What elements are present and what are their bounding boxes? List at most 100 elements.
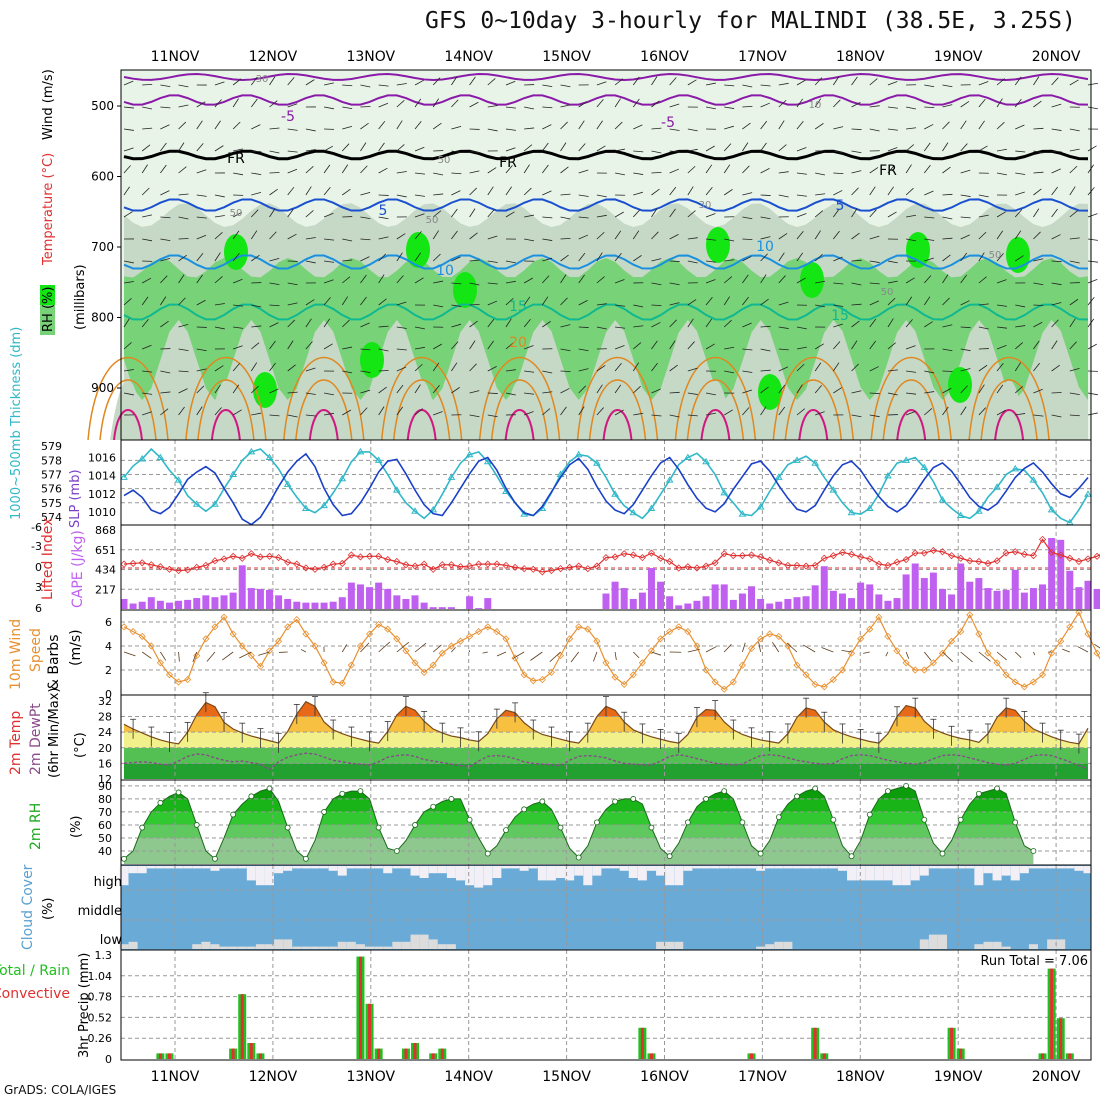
wind-barb bbox=[851, 76, 858, 86]
cape-bar bbox=[811, 585, 819, 609]
wind-barb bbox=[942, 104, 953, 108]
thickness-line-marker bbox=[829, 486, 838, 493]
wind-barb bbox=[960, 169, 971, 174]
lifted-index-marker bbox=[193, 563, 201, 571]
wind-barb bbox=[942, 193, 953, 196]
wind-barb bbox=[123, 128, 134, 131]
rh-band bbox=[124, 824, 1034, 838]
wind-barb bbox=[960, 274, 967, 284]
wind-barb bbox=[378, 253, 387, 262]
wind-speed-marker bbox=[302, 630, 310, 638]
wind-barb bbox=[214, 99, 222, 108]
thickness-line-marker bbox=[993, 483, 1001, 490]
wind-tick-label: 2 bbox=[105, 664, 112, 677]
wind-barb-10m bbox=[378, 641, 391, 653]
cape-bar bbox=[284, 598, 292, 609]
wind-speed-marker bbox=[147, 642, 155, 650]
lifted-index-marker bbox=[957, 554, 965, 562]
wind-barb bbox=[1051, 168, 1061, 174]
wind-barb bbox=[1069, 165, 1078, 174]
cloud-high-bar bbox=[465, 866, 475, 886]
lifted-index-marker bbox=[220, 555, 228, 563]
wind-barb bbox=[687, 210, 696, 218]
li-tick-label: 3 bbox=[35, 581, 42, 594]
wind-barb bbox=[724, 370, 735, 374]
lifted-index-marker bbox=[547, 567, 555, 575]
cloud-high-bar bbox=[747, 866, 757, 869]
wind-barb bbox=[760, 406, 767, 416]
wind-speed-marker bbox=[693, 642, 701, 650]
wind-barb bbox=[906, 392, 917, 395]
cloud-high-bar bbox=[355, 866, 365, 869]
wind-barb bbox=[815, 304, 826, 308]
wind-barb-10m bbox=[570, 651, 580, 663]
wind-barb bbox=[651, 340, 658, 350]
cape-bar bbox=[848, 598, 856, 609]
rh-blob-90 bbox=[948, 367, 972, 403]
wind-barb bbox=[178, 370, 189, 373]
temp-tick-label: 16 bbox=[98, 757, 112, 770]
wind-barb bbox=[778, 194, 789, 198]
cloud-high-bar bbox=[155, 866, 165, 869]
wind-barb bbox=[633, 385, 641, 394]
lifted-index-marker bbox=[493, 560, 501, 568]
wind-barb bbox=[487, 282, 498, 285]
wind-barb bbox=[905, 345, 916, 350]
lifted-index-marker bbox=[1048, 548, 1056, 556]
wind-barb bbox=[796, 231, 804, 240]
wind-barb bbox=[614, 211, 624, 218]
rh-marker bbox=[248, 793, 255, 800]
wind-barb bbox=[524, 411, 534, 416]
thickness-line-marker bbox=[920, 463, 929, 470]
wind-barb bbox=[651, 208, 658, 218]
contour-label: 15 bbox=[509, 299, 527, 315]
wind-barb bbox=[978, 364, 988, 372]
cape-bar bbox=[129, 603, 137, 609]
wind-barb bbox=[305, 260, 316, 264]
lifted-index-marker bbox=[820, 554, 828, 562]
cape-tick-label: 868 bbox=[95, 524, 116, 537]
wind-barb bbox=[214, 81, 225, 86]
wind-barb bbox=[887, 128, 898, 131]
wind-barb bbox=[923, 142, 931, 152]
wind-barb bbox=[232, 278, 243, 284]
wind-speed-marker bbox=[1020, 683, 1028, 691]
wind-barb bbox=[360, 84, 371, 88]
wind-barb bbox=[341, 143, 350, 152]
wind-barb bbox=[269, 322, 279, 328]
precip-convective-bar bbox=[1050, 968, 1054, 1059]
wind-barb bbox=[596, 252, 603, 262]
cape-bar bbox=[266, 589, 274, 609]
rh-marker bbox=[339, 790, 346, 797]
wind-panel bbox=[120, 608, 1100, 695]
wind-barb bbox=[978, 252, 985, 262]
wind-barb bbox=[196, 143, 204, 152]
lifted-index-marker bbox=[529, 565, 537, 573]
precip-convective-bar bbox=[258, 1053, 262, 1059]
wind-barb bbox=[833, 230, 840, 240]
rh-tick-label: 40 bbox=[98, 845, 112, 858]
wind-barb bbox=[378, 120, 386, 130]
wind-speed-marker bbox=[984, 649, 992, 657]
wind-barb bbox=[469, 170, 480, 174]
wind-barb-10m bbox=[863, 651, 870, 654]
wind-barb bbox=[869, 340, 876, 350]
temp-contour-25 bbox=[504, 409, 535, 441]
wind-barb bbox=[233, 326, 244, 329]
wind-barb bbox=[906, 214, 917, 218]
wind-barb bbox=[887, 392, 898, 396]
cape-bar bbox=[438, 607, 446, 609]
wind-barb bbox=[542, 370, 553, 374]
wind-barb bbox=[723, 276, 733, 284]
thickness-line-marker bbox=[302, 504, 310, 511]
rh-marker bbox=[975, 790, 982, 797]
wind-barb bbox=[214, 365, 224, 372]
wind-barb bbox=[378, 298, 387, 306]
wind-barb bbox=[778, 171, 789, 174]
wind-barb bbox=[632, 362, 640, 372]
wind-barb bbox=[996, 98, 1003, 108]
cape-bar bbox=[693, 600, 701, 609]
wind-speed-marker bbox=[1002, 671, 1010, 679]
wind-barb bbox=[451, 76, 458, 86]
wind-barb bbox=[1051, 186, 1059, 196]
